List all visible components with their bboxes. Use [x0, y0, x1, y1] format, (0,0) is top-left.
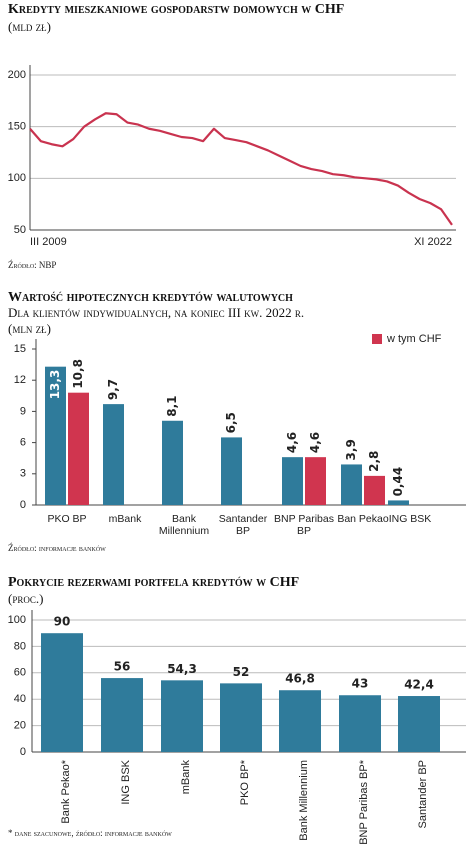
value-label: 42,4: [404, 678, 434, 692]
y-tick-label: 100: [8, 614, 26, 626]
x-tick-label: Ban Pekao: [337, 513, 389, 525]
bar: [398, 696, 440, 752]
chart-subtitle: (mld zł): [8, 19, 51, 34]
bar: [282, 457, 303, 505]
x-tick-label: Bank Millennium: [158, 513, 210, 537]
value-label: 46,8: [285, 672, 315, 686]
value-label: 52: [233, 665, 250, 679]
chart-title: Kredyty mieszkaniowe gospodarstw domowyc…: [8, 2, 344, 17]
bar: [162, 420, 183, 505]
bar: [45, 366, 66, 505]
bar: [341, 464, 362, 505]
value-label: 43: [352, 677, 369, 691]
x-tick-label: III 2009: [30, 236, 67, 248]
y-tick-label: 100: [8, 172, 26, 184]
value-label: 54,3: [167, 662, 197, 676]
bar: [364, 475, 385, 505]
y-tick-label: 200: [8, 69, 26, 81]
chart-subtitle: (proc.): [8, 591, 43, 606]
x-tick-label: PKO BP: [47, 513, 87, 525]
y-tick-label: 0: [20, 746, 26, 758]
value-label: 9,7: [106, 379, 120, 400]
x-tick-label: BNP Paribas BP: [274, 513, 334, 537]
x-tick-label: BNP Paribas BP*: [358, 759, 370, 845]
x-tick-label: Bank Pekao*: [60, 759, 72, 823]
y-tick-label: 80: [14, 640, 26, 652]
x-tick-label: ING BSK: [120, 759, 132, 804]
bar: [41, 633, 83, 752]
y-tick-label: 150: [8, 121, 26, 133]
bar: [101, 678, 143, 752]
x-tick-label: XI 2022: [414, 236, 452, 248]
x-tick-label: mBank: [180, 760, 192, 795]
y-tick-label: 50: [14, 224, 26, 236]
source: Źródło: informacje banków: [8, 543, 106, 553]
y-tick-label: 20: [14, 720, 26, 732]
x-tick-label: Santander BP: [417, 760, 429, 829]
legend-swatch: [372, 334, 382, 344]
y-tick-label: 15: [14, 343, 26, 355]
chart-title: Wartość hipotecznych kredytów walutowych: [8, 290, 293, 305]
y-tick-label: 9: [20, 405, 26, 417]
y-tick-label: 0: [20, 499, 26, 511]
bar: [68, 392, 89, 505]
y-tick-label: 12: [14, 374, 26, 386]
bar: [221, 437, 242, 505]
x-tick-label: Bank Millennium: [298, 760, 310, 841]
value-label: 56: [114, 660, 131, 674]
y-tick-label: 40: [14, 693, 26, 705]
value-label: 90: [54, 615, 71, 629]
value-label: 8,1: [165, 395, 179, 416]
y-tick-label: 60: [14, 667, 26, 679]
y-tick-label: 3: [20, 468, 26, 480]
value-label: 6,5: [224, 412, 238, 433]
value-label: 4,6: [308, 432, 322, 453]
bar: [103, 404, 124, 505]
value-label: 10,8: [71, 359, 85, 389]
footnote: * dane szacunowe, źródło: informacje ban…: [8, 828, 172, 838]
x-tick-label: PKO BP*: [239, 759, 251, 805]
unit: (mln zł): [8, 321, 51, 336]
line: [29, 112, 453, 226]
bar: [305, 457, 326, 505]
value-label: 2,8: [367, 451, 381, 472]
y-tick-label: 6: [20, 437, 26, 449]
value-label: 4,6: [285, 432, 299, 453]
bar: [388, 500, 409, 505]
value-label: 13,3: [48, 370, 62, 400]
value-label: 3,9: [344, 439, 358, 460]
bar: [161, 680, 203, 752]
chart-title: Pokrycie rezerwami portfela kredytów w C…: [8, 575, 299, 590]
chart-subtitle: Dla klientów indywidualnych, na koniec I…: [8, 305, 304, 320]
bar: [220, 683, 262, 752]
x-tick-label: ING BSK: [388, 513, 432, 525]
x-tick-label: Santander BP: [218, 513, 268, 537]
x-tick-label: mBank: [108, 513, 142, 525]
source: Źródło: NBP: [8, 260, 56, 270]
bar: [339, 695, 381, 752]
bar: [279, 690, 321, 752]
value-label: 0,44: [391, 467, 405, 497]
legend-label: w tym CHF: [386, 333, 442, 345]
